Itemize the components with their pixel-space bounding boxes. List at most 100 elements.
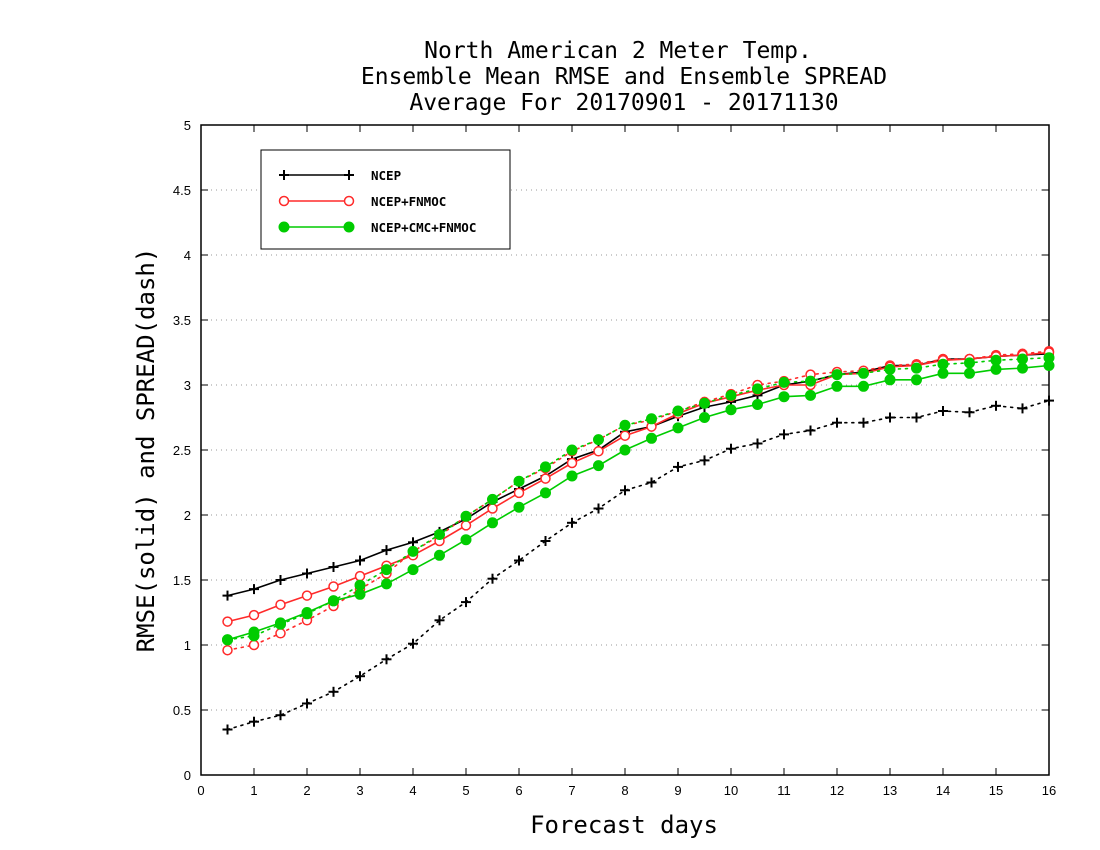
- x-tick-label: 14: [936, 783, 950, 798]
- title-line-3: Average For 20170901 - 20171130: [409, 90, 838, 116]
- rmse-point-ncep-cmc-fnmoc: [725, 404, 737, 416]
- rmse-line-ncep-fnmoc: [227, 351, 1050, 623]
- rmse-point-ncep-cmc-fnmoc: [301, 607, 313, 618]
- legend-entry-ncep-fnmoc: NCEP+FNMOC: [278, 194, 446, 209]
- axes: 00.511.522.533.544.550 1 2 3 4 5 6 7 8 9 10 11 12 13 1…: [173, 118, 1056, 798]
- spread-point-ncep-cmc-fnmoc: [354, 579, 366, 591]
- spread-point-ncep-cmc-fnmoc: [911, 362, 922, 374]
- x-tick-label: 5: [462, 783, 469, 798]
- legend-marker: [343, 221, 355, 233]
- x-axis-label: Forecast days: [530, 811, 718, 839]
- spread-point-ncep-fnmoc: [275, 628, 286, 639]
- spread-point-ncep-cmc-fnmoc: [407, 545, 419, 557]
- rmse-point-ncep-fnmoc: [354, 570, 366, 582]
- spread-point-ncep: [461, 597, 471, 608]
- spread-point-ncep-cmc-fnmoc: [540, 461, 551, 473]
- legend-marker: [279, 170, 289, 180]
- rmse-point-ncep-fnmoc: [460, 520, 472, 531]
- x-tick-label: 11: [777, 783, 791, 798]
- spread-point-ncep: [911, 412, 922, 423]
- rmse-point-ncep-cmc-fnmoc: [381, 578, 392, 590]
- rmse-point-ncep-fnmoc: [619, 430, 631, 441]
- spread-point-ncep-cmc-fnmoc: [672, 405, 684, 417]
- spread-point-ncep: [832, 417, 842, 428]
- x-tick-label: 0: [197, 783, 204, 798]
- spread-point-ncep: [858, 417, 869, 428]
- spread-point-ncep-cmc-fnmoc: [513, 475, 525, 487]
- rmse-point-ncep-cmc-fnmoc: [964, 367, 975, 379]
- spread-point-ncep-cmc-fnmoc: [964, 357, 975, 369]
- legend-box: [260, 149, 511, 250]
- x-tick-label: 15: [989, 783, 1003, 798]
- rmse-point-ncep-cmc-fnmoc: [222, 634, 233, 646]
- spread-point-ncep: [222, 724, 233, 735]
- rmse-point-ncep-cmc-fnmoc: [328, 595, 339, 607]
- rmse-point-ncep-fnmoc: [540, 473, 551, 484]
- legend: NCEP NCEP+FNMOC NCEP+CMC+FNMOC: [260, 149, 511, 250]
- rmse-line-ncep-cmc-fnmoc: [227, 364, 1050, 641]
- rmse-point-ncep-cmc-fnmoc: [831, 380, 843, 392]
- title-line-1: North American 2 Meter Temp.: [424, 38, 812, 64]
- rmse-point-ncep-cmc-fnmoc: [1043, 360, 1055, 371]
- y-tick-label: 1.5: [173, 573, 191, 588]
- spread-point-ncep-cmc-fnmoc: [752, 383, 763, 395]
- rmse-point-ncep: [328, 562, 339, 572]
- spread-point-ncep-fnmoc: [248, 639, 260, 651]
- y-tick-label: 2: [184, 508, 191, 523]
- spread-point-ncep-cmc-fnmoc: [434, 529, 445, 540]
- spread-point-ncep: [885, 412, 895, 423]
- title-line-2: Ensemble Mean RMSE and Ensemble SPREAD: [361, 64, 887, 90]
- rmse-point-ncep: [355, 555, 365, 566]
- spread-point-ncep: [381, 654, 392, 665]
- rmse-point-ncep-cmc-fnmoc: [354, 588, 366, 600]
- rmse-point-ncep: [222, 590, 233, 601]
- x-tick-label: 2: [303, 783, 310, 798]
- rmse-point-ncep-cmc-fnmoc: [1017, 362, 1028, 374]
- legend-marker: [278, 221, 290, 233]
- spread-point-ncep: [514, 555, 524, 566]
- rmse-point-ncep-cmc-fnmoc: [911, 374, 922, 386]
- rmse-point-ncep-fnmoc: [328, 581, 339, 592]
- rmse-point-ncep-fnmoc: [593, 446, 604, 457]
- spread-point-ncep: [540, 536, 551, 546]
- rmse-point-ncep-cmc-fnmoc: [778, 391, 790, 403]
- spread-point-ncep-cmc-fnmoc: [646, 413, 657, 425]
- rmse-point-ncep-cmc-fnmoc: [752, 399, 763, 410]
- spread-point-ncep-cmc-fnmoc: [593, 434, 604, 446]
- y-tick-label: 3: [184, 378, 191, 393]
- spread-point-ncep-cmc-fnmoc: [831, 369, 843, 381]
- spread-point-ncep: [593, 503, 604, 514]
- rmse-point-ncep: [275, 575, 286, 585]
- rmse-point-ncep-cmc-fnmoc: [593, 460, 604, 472]
- spread-point-ncep: [805, 425, 816, 436]
- rmse-point-ncep-cmc-fnmoc: [884, 374, 896, 386]
- x-tick-label: 9: [674, 783, 681, 798]
- rmse-point-ncep-fnmoc: [222, 616, 233, 627]
- spread-point-ncep: [991, 400, 1001, 411]
- rmse-point-ncep: [381, 545, 392, 556]
- rmse-point-ncep-fnmoc: [248, 609, 260, 621]
- legend-marker: [343, 195, 355, 207]
- x-tick-label: 7: [568, 783, 575, 798]
- spread-point-ncep: [275, 710, 286, 721]
- rmse-point-ncep-cmc-fnmoc: [990, 363, 1002, 375]
- plot-frame: [200, 124, 1050, 776]
- spread-point-ncep-cmc-fnmoc: [566, 444, 578, 456]
- spread-point-ncep: [964, 407, 975, 418]
- spread-point-ncep-cmc-fnmoc: [619, 419, 631, 431]
- rmse-point-ncep-cmc-fnmoc: [619, 444, 631, 456]
- rmse-point-ncep-cmc-fnmoc: [858, 380, 869, 392]
- rmse-point-ncep-cmc-fnmoc: [699, 412, 710, 423]
- rmse-point-ncep-cmc-fnmoc: [487, 517, 498, 529]
- rmse-point-ncep-fnmoc: [301, 590, 313, 601]
- spread-point-ncep: [699, 455, 710, 466]
- y-tick-label: 1: [184, 638, 191, 653]
- spread-point-ncep-cmc-fnmoc: [487, 493, 498, 505]
- legend-entry-ncep-cmc-fnmoc: NCEP+CMC+FNMOC: [278, 220, 476, 235]
- x-tick-label: 8: [621, 783, 628, 798]
- spread-point-ncep-fnmoc: [222, 644, 233, 656]
- chart-title: North American 2 Meter Temp. Ensemble Me…: [361, 38, 887, 116]
- y-tick-label: 0: [184, 768, 191, 783]
- rmse-point-ncep: [249, 584, 259, 595]
